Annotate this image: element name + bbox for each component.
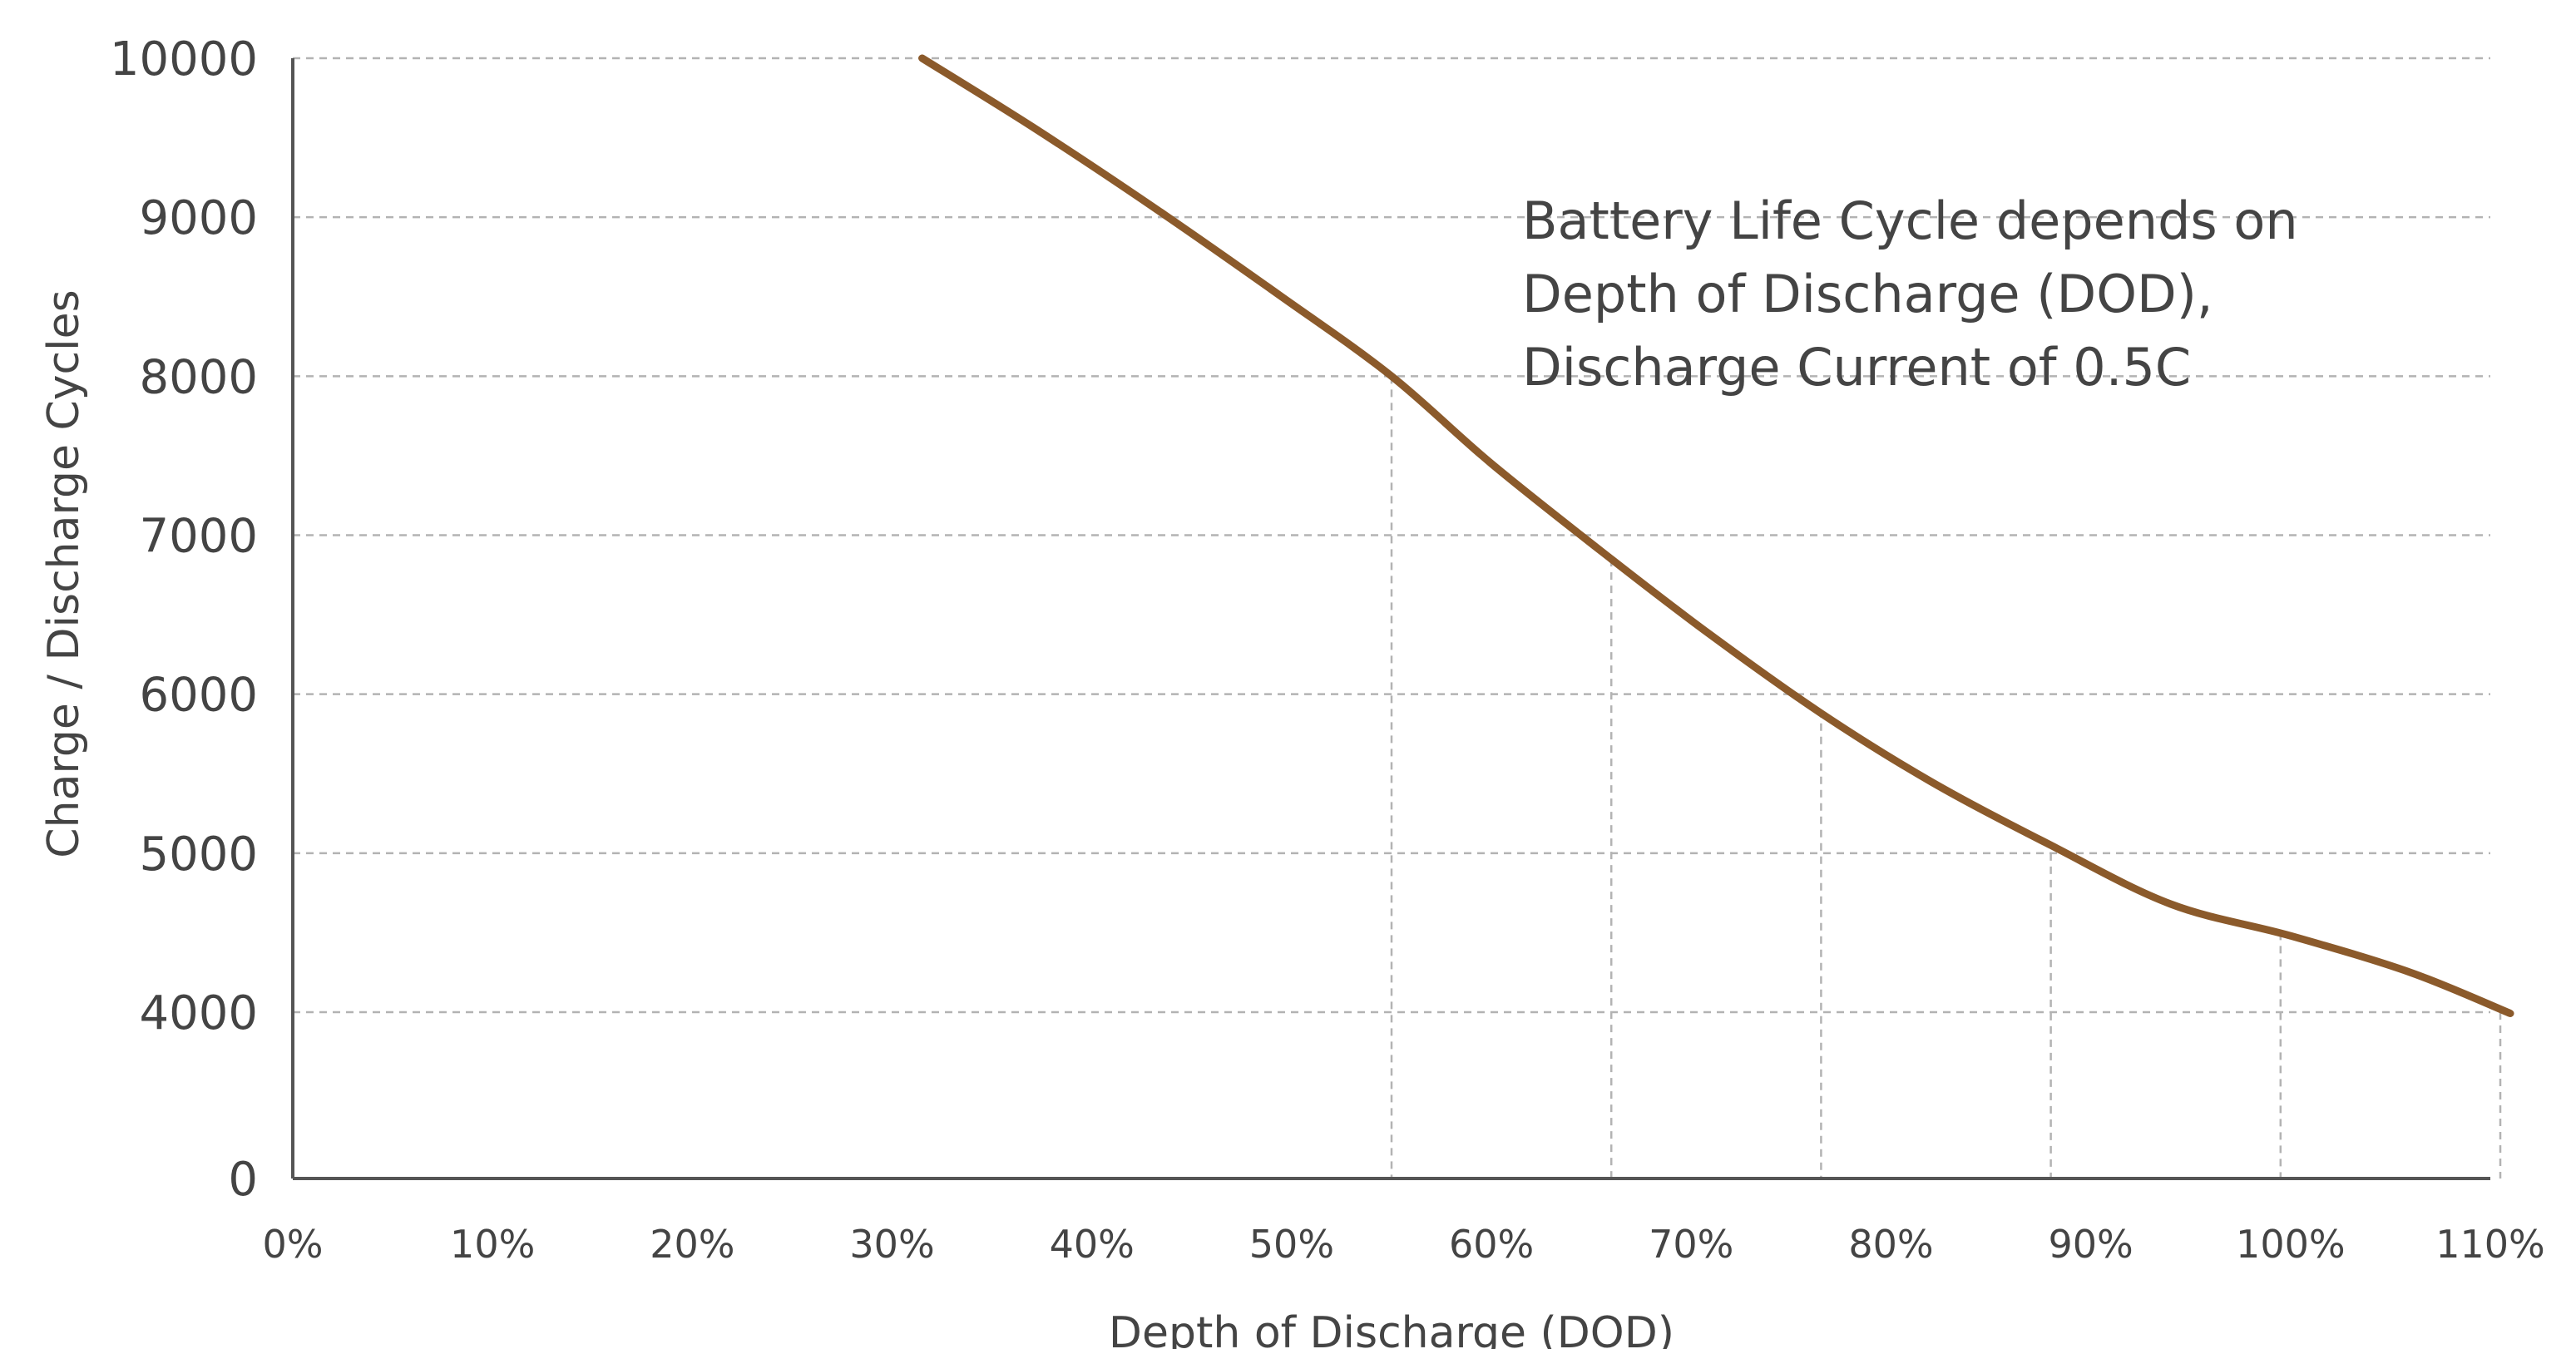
y-tick-label: 10000 (110, 32, 258, 86)
annotation-line-2: Depth of Discharge (DOD), (1522, 264, 2213, 324)
annotation: Battery Life Cycle depends on Depth of D… (1522, 190, 2298, 398)
x-tick-label: 0% (263, 1222, 324, 1267)
x-axis-title: Depth of Discharge (DOD) (1109, 1308, 1674, 1349)
x-tick-label: 80% (1848, 1222, 1933, 1267)
y-tick-label: 6000 (139, 669, 258, 723)
y-tick-label: 5000 (139, 828, 258, 882)
x-tick-label: 70% (1649, 1222, 1733, 1267)
x-tick-label: 10% (450, 1222, 535, 1267)
x-tick-label: 20% (650, 1222, 734, 1267)
y-tick-labels: 0 4000 5000 6000 7000 8000 9000 10000 (110, 32, 258, 1207)
x-tick-label: 40% (1050, 1222, 1135, 1267)
drop-lines (1392, 376, 2500, 1179)
y-axis-title: Charge / Discharge Cycles (39, 289, 89, 857)
x-tick-label: 30% (849, 1222, 934, 1267)
x-tick-label: 90% (2049, 1222, 2133, 1267)
x-tick-label: 110% (2435, 1222, 2545, 1267)
x-tick-label: 50% (1249, 1222, 1334, 1267)
y-tick-label: 8000 (139, 350, 258, 404)
x-tick-label: 100% (2236, 1222, 2346, 1267)
y-tick-label: 0 (228, 1153, 258, 1207)
y-tick-label: 7000 (139, 510, 258, 564)
annotation-line-3: Discharge Current of 0.5C (1522, 337, 2191, 398)
y-tick-label: 9000 (139, 191, 258, 245)
x-tick-labels: 0% 10% 20% 30% 40% 50% 60% 70% 80% 90% 100% 110% (263, 1222, 2545, 1267)
y-tick-label: 4000 (139, 986, 258, 1040)
x-tick-label: 60% (1449, 1222, 1534, 1267)
annotation-line-1: Battery Life Cycle depends on (1522, 190, 2298, 251)
